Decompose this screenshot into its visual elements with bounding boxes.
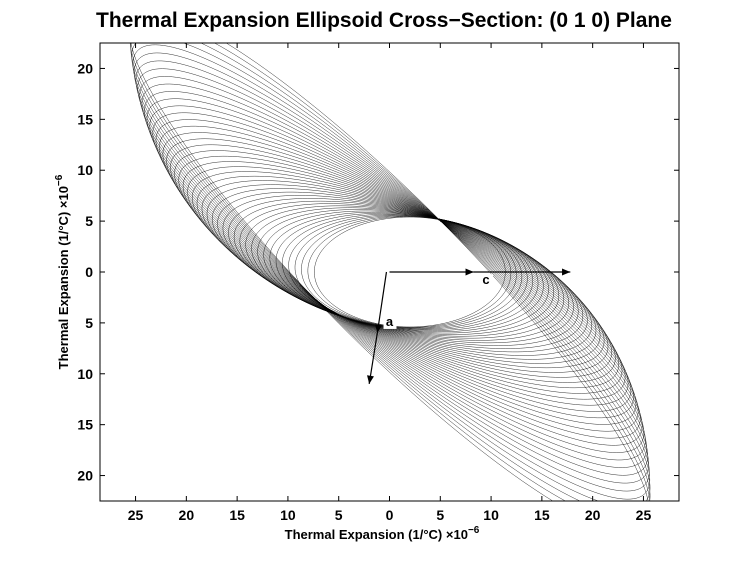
y-tick-label: 5 (85, 315, 93, 331)
ellipse-section-curve (257, 209, 554, 335)
ellipse-section-curve (222, 195, 584, 349)
ellipse-section-curve (187, 166, 612, 378)
ellipse-section-curve (130, 43, 651, 501)
x-tick-label: 0 (386, 507, 394, 523)
y-tick-label: 20 (77, 468, 93, 484)
a-axis-arrow-long (368, 332, 378, 385)
y-axis-ticks: 20 15 10 5 0 5 10 15 20 (77, 60, 679, 484)
ellipse-section-curve (245, 205, 565, 339)
a-axis-arrow-head (375, 324, 383, 334)
ellipse-section-curve (134, 52, 650, 492)
ellipse-section-curve (137, 68, 649, 476)
ellipse-section-curve (146, 98, 643, 446)
ellipse-section-curve (144, 91, 645, 453)
ellipse-section-curve (233, 200, 574, 344)
ellipse-section-curve (149, 105, 641, 439)
x-tick-label: 20 (585, 507, 601, 523)
annotation-bg (480, 274, 493, 288)
c-axis-arrow-head (465, 268, 474, 276)
x-axis-label-text: Thermal Expansion (1/°C) ×10 (285, 527, 468, 542)
ellipse-section-curve (129, 43, 651, 501)
annotations: ca (383, 272, 493, 329)
x-axis-ticks: 25 20 15 10 5 0 5 10 15 20 25 (128, 43, 652, 523)
x-tick-label: 15 (229, 507, 245, 523)
y-tick-label: 10 (77, 162, 93, 178)
ellipse-section-curve (206, 184, 597, 360)
x-tick-label: 10 (483, 507, 499, 523)
x-axis-label-exponent: −6 (468, 525, 480, 536)
ellipse-cross-sections (129, 43, 651, 501)
annotation-label: a (386, 314, 394, 329)
y-tick-label: 0 (85, 264, 93, 280)
y-axis-label: Thermal Expansion (1/°C) ×10−6 (54, 174, 71, 369)
ellipse-section-curve (217, 191, 588, 353)
ellipse-section-curve (162, 132, 632, 412)
x-tick-label: 5 (436, 507, 444, 523)
ellipse-section-curve (191, 171, 609, 373)
ellipse-section-curve (155, 119, 637, 425)
y-tick-label: 15 (77, 111, 93, 127)
y-axis-label-exponent: −6 (54, 174, 65, 186)
ellipse-section-curve (152, 112, 639, 432)
plot-area: ca (129, 43, 651, 501)
ellipse-section-curve (139, 76, 647, 468)
ellipse-section-curve (131, 43, 651, 501)
ellipse-section-curve (196, 175, 605, 369)
ellipse-section-curve (178, 155, 619, 389)
a-axis-arrow-long-head (367, 375, 374, 384)
a-axis-arrow (376, 271, 388, 334)
axis-arrows (367, 268, 571, 385)
ellipse-section-curve (239, 203, 569, 341)
x-axis-label: Thermal Expansion (1/°C) ×10−6 (285, 525, 480, 542)
x-tick-label: 20 (179, 507, 195, 523)
ellipse-section-curve (170, 144, 626, 400)
chart-title: Thermal Expansion Ellipsoid Cross−Sectio… (96, 9, 672, 32)
ellipse-section-curve (132, 44, 651, 500)
y-tick-label: 5 (85, 213, 93, 229)
x-tick-label: 15 (534, 507, 550, 523)
y-tick-label: 15 (77, 417, 93, 433)
x-tick-label: 25 (636, 507, 652, 523)
c-axis-arrow-long-head (562, 268, 571, 276)
y-tick-label: 10 (77, 366, 93, 382)
annotation-label: c (482, 272, 489, 287)
x-tick-label: 10 (280, 507, 296, 523)
y-tick-label: 20 (77, 60, 93, 76)
ellipse-section-curve (211, 188, 592, 356)
x-tick-label: 5 (335, 507, 343, 523)
y-axis-label-text: Thermal Expansion (1/°C) ×10 (56, 186, 71, 369)
x-tick-label: 25 (128, 507, 144, 523)
ellipse-section-curve (130, 43, 649, 501)
annotation-bg (383, 315, 397, 329)
